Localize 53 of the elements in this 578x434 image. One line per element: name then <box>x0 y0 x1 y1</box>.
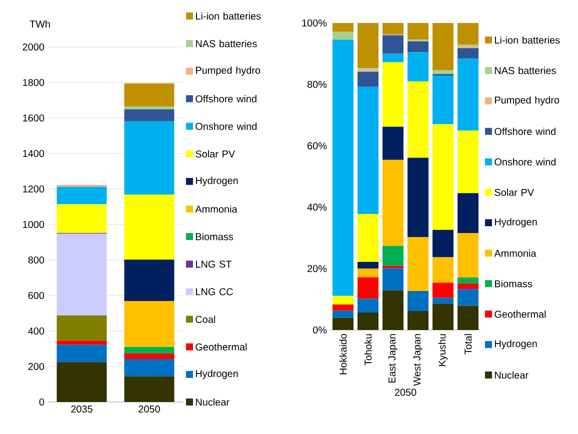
y-tick-label: 0% <box>312 326 327 334</box>
x-tick-label: Kyushu <box>438 334 448 366</box>
y-tick-label: 800 <box>28 256 44 264</box>
legend-label: Nuclear <box>196 398 230 406</box>
legend-label: Biomass <box>495 280 532 288</box>
y-tick-label: 40% <box>307 204 327 211</box>
y-tick-label: 200 <box>28 362 44 370</box>
x-tick-label: Hokkaido <box>339 334 347 374</box>
x-tick-label: 2035 <box>71 406 92 413</box>
y-tick-label: 1400 <box>23 150 44 158</box>
legend-label: Hydrogen <box>196 370 238 380</box>
y-tick-label: 0 <box>39 398 44 406</box>
legend-label: Geothermal <box>196 343 247 351</box>
y-tick-label: 400 <box>28 327 44 335</box>
x-axis-title: 2050 <box>394 388 416 396</box>
y-tick-label: 100% <box>302 19 327 27</box>
legend-label: Offshore wind <box>196 95 256 102</box>
legend-label: Li-ion batteries <box>495 36 560 44</box>
legend-label: Pumped hydro <box>495 96 560 106</box>
legend-label: Hydrogen <box>495 218 537 228</box>
legend-label: NAS batteries <box>196 40 257 48</box>
y-tick-label: 20% <box>308 265 327 272</box>
legend-label: LNG CC <box>196 288 234 296</box>
legend-label: Solar PV <box>494 188 534 196</box>
y-tick-label: 1600 <box>23 114 44 122</box>
y-tick-label: 600 <box>28 292 44 300</box>
y-tick-label: 1000 <box>23 220 44 228</box>
legend-label: Onshore wind <box>196 122 257 130</box>
legend-label: Geothermal <box>494 310 546 318</box>
y-tick-label: 1800 <box>23 78 44 86</box>
legend-label: Li-ion batteries <box>196 12 261 20</box>
y-tick-label: 2000 <box>22 43 44 51</box>
legend-label: Ammonia <box>195 205 238 213</box>
legend-label: Solar PV <box>196 150 236 158</box>
x-tick-label: Total <box>464 334 472 354</box>
legend-label: Onshore wind <box>494 158 556 166</box>
x-tick-label: Tohoku <box>364 334 372 366</box>
legend-label: Nuclear <box>495 371 528 379</box>
legend-label: LNG ST <box>196 260 232 268</box>
legend-label: Hydrogen <box>196 176 238 186</box>
legend-label: Hydrogen <box>495 340 537 350</box>
x-tick-label: West Japan <box>414 334 422 386</box>
y-tick-label: 1200 <box>23 185 44 193</box>
y-tick-label: 80% <box>307 80 327 88</box>
y-tick-label: 60% <box>308 142 327 150</box>
legend-label: Coal <box>196 316 216 323</box>
legend-label: NAS batteries <box>495 66 556 74</box>
y-axis-title: TWh <box>30 20 50 28</box>
legend-label: Offshore wind <box>494 128 556 136</box>
legend-label: Biomass <box>196 232 234 240</box>
legend-label: Pumped hydro <box>196 66 260 76</box>
x-tick-label: East Japan <box>388 334 398 383</box>
legend-label: Ammonia <box>494 250 536 257</box>
